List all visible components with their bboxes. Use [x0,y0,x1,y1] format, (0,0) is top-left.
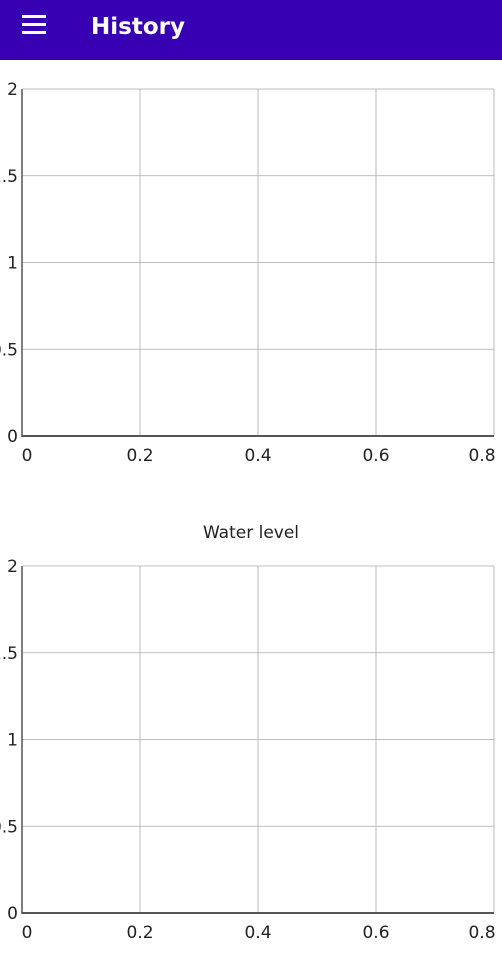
menu-icon-bar [22,15,46,18]
x-tick-label: 0.2 [126,446,153,466]
x-tick-label: 0.8 [468,923,495,943]
menu-icon-bar [22,31,46,34]
y-tick-label: 1.5 [0,167,18,187]
y-tick-label: 0 [7,427,18,447]
y-tick-label: 1 [7,254,18,274]
x-tick-label: 0 [22,923,33,943]
x-tick-label: 0.2 [126,923,153,943]
y-tick-label: 0.5 [0,817,18,837]
y-tick-label: 1.5 [0,644,18,664]
x-tick-label: 0.4 [244,923,271,943]
y-tick-label: 0.5 [0,340,18,360]
app-bar-title: History [91,14,185,40]
x-tick-label: 0.8 [468,446,495,466]
x-tick-label: 0 [22,446,33,466]
charts: 0 0.5 1 1.5 2 0 0.2 0.4 0.6 0.8 Water level 0 0.5 1 1.… [0,80,496,943]
x-tick-label: 0.6 [362,923,389,943]
x-tick-label: 0.6 [362,446,389,466]
menu-button[interactable] [22,15,46,34]
y-tick-label: 2 [7,557,18,577]
menu-icon-bar [22,23,46,26]
app-bar [0,0,502,60]
y-tick-label: 1 [7,731,18,751]
x-tick-label: 0.4 [244,446,271,466]
chart-title: Water level [203,523,299,543]
y-tick-label: 2 [7,80,18,100]
y-tick-label: 0 [7,904,18,924]
